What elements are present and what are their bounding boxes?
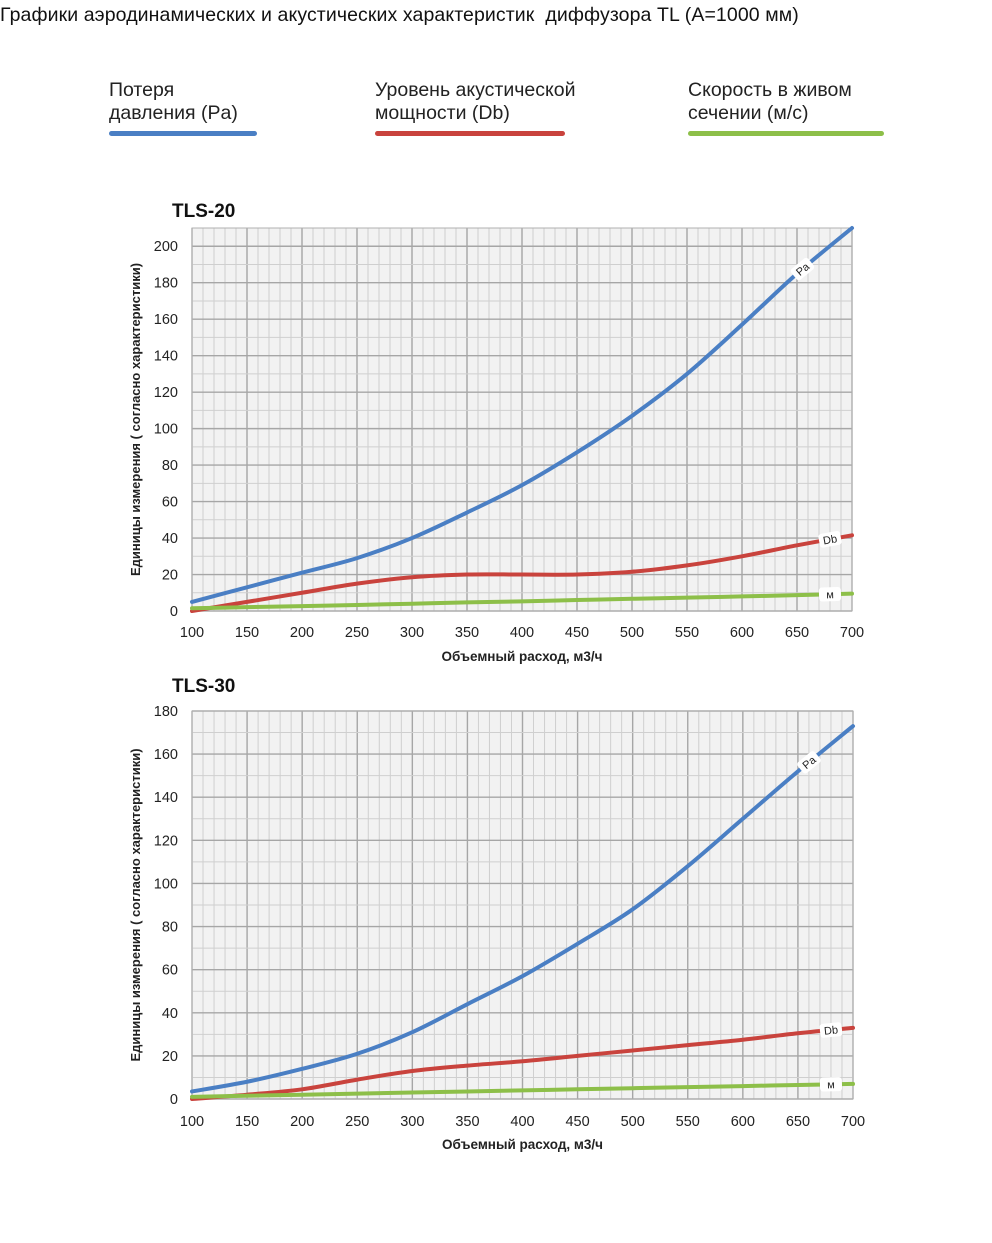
y-axis-label: Единицы измерения ( согласно характерист… xyxy=(128,263,143,576)
x-tick-label: 400 xyxy=(510,1114,534,1130)
x-tick-label: 350 xyxy=(455,1114,479,1130)
x-tick-label: 350 xyxy=(455,625,479,641)
x-tick-label: 700 xyxy=(840,625,864,641)
x-tick-label: 550 xyxy=(675,625,699,641)
y-tick-label: 0 xyxy=(170,1092,178,1108)
x-axis-label: Объемный расход, м3/ч xyxy=(442,1137,603,1152)
series-inline-label: Db xyxy=(818,530,842,548)
y-tick-label: 60 xyxy=(162,963,178,979)
x-tick-label: 200 xyxy=(290,625,314,641)
plot-border xyxy=(191,710,854,1100)
y-tick-label: 100 xyxy=(154,422,178,438)
x-tick-label: 300 xyxy=(400,1114,424,1130)
legend-swatch-green xyxy=(688,131,884,136)
label-background xyxy=(819,1077,843,1092)
x-tick-label: 200 xyxy=(290,1114,314,1130)
legend-item-pressure-loss: Потеря давления (Pa) xyxy=(109,79,257,136)
y-tick-label: 120 xyxy=(154,385,178,401)
label-background xyxy=(790,257,815,281)
y-tick-label: 80 xyxy=(162,920,178,936)
series-inline-label: м xyxy=(819,1077,843,1092)
x-tick-label: 100 xyxy=(180,1114,204,1130)
chart-tls-30: TLS-30 0 20 40 60 80 100 120 140 160 180 100 150 200 2… xyxy=(128,676,865,1152)
x-tick-label: 600 xyxy=(731,1114,755,1130)
x-tick-label: 650 xyxy=(786,1114,810,1130)
y-tick-label: 200 xyxy=(154,239,178,255)
x-tick-label: 550 xyxy=(676,1114,700,1130)
series-line-m xyxy=(190,1081,855,1099)
y-tick-label: 120 xyxy=(154,833,178,849)
x-tick-label: 250 xyxy=(345,625,369,641)
x-tick-label: 400 xyxy=(510,625,534,641)
x-axis-label: Объемный расход, м3/ч xyxy=(441,649,602,664)
x-tick-label: 500 xyxy=(621,1114,645,1130)
legend-label: Потеря давления (Pa) xyxy=(109,79,238,124)
y-tick-label: 180 xyxy=(154,276,178,292)
y-tick-label: 160 xyxy=(154,312,178,328)
series-name: м xyxy=(826,589,834,601)
series-line-pa xyxy=(190,226,854,604)
label-background xyxy=(818,530,842,548)
y-tick-label: 20 xyxy=(162,568,178,584)
legend-label: Скорость в живом сечении (м/с) xyxy=(688,79,852,124)
series-name: м xyxy=(827,1079,835,1091)
y-tick-label: 140 xyxy=(154,790,178,806)
y-tick-label: 180 xyxy=(154,704,178,720)
x-tick-label: 500 xyxy=(620,625,644,641)
series-line-pa xyxy=(190,724,855,1094)
legend-item-acoustic-power: Уровень акустической мощности (Db) xyxy=(375,79,575,136)
chart-title: TLS-30 xyxy=(172,676,235,697)
x-tick-label: 650 xyxy=(785,625,809,641)
legend-swatch-blue xyxy=(109,131,257,136)
series-inline-label: Db xyxy=(819,1022,843,1038)
y-tick-label: 160 xyxy=(154,747,178,763)
y-tick-label: 100 xyxy=(154,876,178,892)
label-background xyxy=(819,1022,843,1038)
x-tick-label: 300 xyxy=(400,625,424,641)
x-tick-label: 150 xyxy=(235,625,259,641)
y-tick-label: 60 xyxy=(162,495,178,511)
y-tick-label: 0 xyxy=(170,604,178,620)
page-title: Графики аэродинамических и акустических … xyxy=(0,4,799,26)
series-line-m xyxy=(190,591,854,611)
legend-label: Уровень акустической мощности (Db) xyxy=(375,79,576,124)
chart-tls-20: TLS-20 0 20 40 60 80 100 120 140 160 180 200 100 150 2… xyxy=(128,201,864,664)
label-background xyxy=(797,751,821,774)
x-tick-label: 100 xyxy=(180,625,204,641)
series-inline-label: м xyxy=(818,587,842,602)
y-tick-label: 80 xyxy=(162,458,178,474)
series-name: Db xyxy=(823,1024,838,1037)
x-tick-label: 250 xyxy=(345,1114,369,1130)
y-tick-label: 140 xyxy=(154,349,178,365)
x-tick-label: 600 xyxy=(730,625,754,641)
x-tick-label: 450 xyxy=(565,1114,589,1130)
plot-border xyxy=(191,227,853,612)
x-tick-label: 700 xyxy=(841,1114,865,1130)
y-axis-label: Единицы измерения ( согласно характерист… xyxy=(128,748,143,1061)
legend-item-velocity: Скорость в живом сечении (м/с) xyxy=(688,79,884,136)
series-name: Db xyxy=(822,533,838,547)
chart-title: TLS-20 xyxy=(172,201,235,222)
x-tick-label: 150 xyxy=(235,1114,259,1130)
y-tick-label: 20 xyxy=(162,1049,178,1065)
label-background xyxy=(818,587,842,602)
y-tick-label: 40 xyxy=(162,1006,178,1022)
series-line-db xyxy=(190,1025,855,1101)
x-tick-label: 450 xyxy=(565,625,589,641)
series-line-db xyxy=(190,533,854,613)
legend-swatch-red xyxy=(375,131,565,136)
y-tick-label: 40 xyxy=(162,531,178,547)
